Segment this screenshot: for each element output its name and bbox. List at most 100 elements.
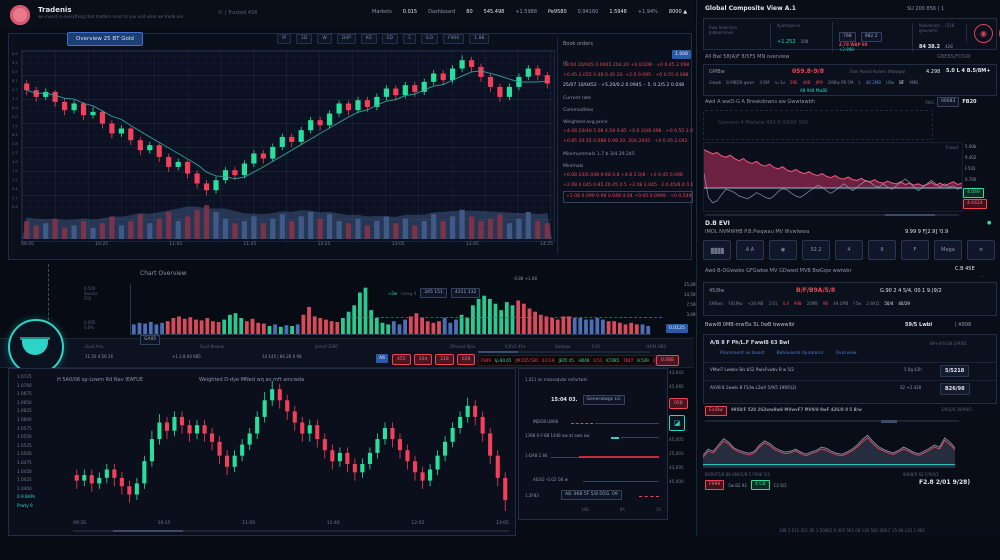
watch-card-links: Placement av boost Behavioral dynamics Ove… bbox=[720, 351, 857, 356]
order-book-row[interactable]: +2.08 4.045 0.85 20.45 0.5 +2.08 2.045 ·… bbox=[563, 183, 693, 188]
metric-row-5-chip[interactable]: A8. 968 5F 5/8 D5G. 09 bbox=[561, 490, 622, 500]
nav-item[interactable]: +1.5988 bbox=[515, 9, 538, 15]
ticker-scrollbar[interactable] bbox=[478, 351, 650, 353]
card-link[interactable]: Behavioral dynamics bbox=[776, 351, 824, 356]
order-book-row[interactable]: Commodities bbox=[563, 108, 594, 113]
toolbar-button[interactable]: D4P bbox=[336, 34, 356, 44]
quote-symbol[interactable]: GMBw bbox=[709, 69, 725, 75]
nav-item[interactable]: 1.5948 bbox=[609, 9, 627, 15]
alert-badge[interactable]: 028 bbox=[456, 354, 476, 365]
nav-item[interactable]: Markets bbox=[372, 9, 392, 15]
section-c-dots[interactable]: ⋯ bbox=[979, 274, 984, 280]
legend-chip-1[interactable]: 345 151 bbox=[420, 288, 447, 298]
watch-item-1-badge[interactable]: 5/5218 bbox=[940, 365, 970, 377]
card3-box2[interactable]: 982.2 bbox=[860, 32, 882, 42]
quote-token: 4B 2MB bbox=[865, 80, 881, 85]
toolbar-button[interactable]: K0 bbox=[360, 34, 377, 44]
left-tick: 0.005 bbox=[84, 320, 96, 325]
ticker-end-badge[interactable]: 0.088 bbox=[656, 355, 679, 366]
left-tick: Source bbox=[84, 291, 98, 296]
nav-item[interactable]: +1.94% bbox=[637, 9, 658, 15]
nav-item[interactable]: Dashboard bbox=[428, 9, 456, 15]
card-link[interactable]: Overview bbox=[835, 351, 857, 356]
book-filter[interactable]: IP bbox=[563, 61, 568, 67]
main-candlestick-chart bbox=[21, 50, 555, 242]
watch-item-1-label[interactable]: VMwl7 Lwwbv B/s b52 PwlvFvwbv B w 5/2 bbox=[710, 367, 794, 372]
nav-item[interactable]: 8000 ▲ bbox=[668, 9, 688, 15]
strip-blue-badge[interactable]: A6 bbox=[376, 354, 388, 363]
watch-card-title: A/B 8 F Ph/L.F Fwwl8 63 Bwl bbox=[710, 340, 790, 346]
card-link[interactable]: Placement av boost bbox=[720, 351, 765, 356]
strip-chip[interactable]: GA95 bbox=[140, 335, 161, 345]
panel-tool-button[interactable]: ≡ bbox=[967, 240, 995, 260]
panel-tool-button[interactable]: A A bbox=[736, 240, 764, 260]
chart-scrollbar[interactable] bbox=[73, 530, 509, 532]
stats-strip: GA95 Gust Arlu Gust Newak Jamal CE80 Dfmacd… bbox=[0, 319, 694, 375]
order-book-row[interactable]: Weighted avg price bbox=[563, 120, 608, 125]
nav-item[interactable]: 0.94160 bbox=[577, 9, 599, 15]
ticker-item: 43 0.8 bbox=[541, 358, 555, 363]
panel-tool-button[interactable]: 9 bbox=[868, 240, 896, 260]
order-book-row[interactable]: Current rate bbox=[563, 96, 592, 101]
nav-item[interactable]: Pe9580 bbox=[548, 9, 567, 15]
support-icon[interactable]: ◉ bbox=[974, 24, 993, 43]
breakdown-chip[interactable]: 00083 bbox=[937, 97, 960, 107]
book-badge[interactable]: 1.008 bbox=[672, 50, 691, 59]
panel-tool-button[interactable]: Mega bbox=[934, 240, 962, 260]
order-book-row[interactable]: 25/07 10/0452 · +5.20/0.2 0.0945 ·· 5. 0… bbox=[563, 83, 685, 88]
stat-label: Gust Newak bbox=[200, 344, 225, 349]
side-value: 45,005 bbox=[669, 437, 684, 442]
range-slider[interactable] bbox=[705, 420, 959, 423]
order-book-row[interactable]: +0.85 20.55 0.088 0.98 20. 204.2045 · +0… bbox=[563, 139, 688, 144]
panel-tool-button[interactable]: F bbox=[901, 240, 929, 260]
alert-badge[interactable]: 104 bbox=[413, 354, 433, 365]
chart-tool-icon[interactable]: ◪ bbox=[669, 415, 685, 431]
toolbar-button[interactable]: 1 bbox=[403, 34, 416, 44]
metrics-center-chip[interactable]: Generalwgs LG bbox=[582, 395, 625, 405]
exchange-chip[interactable]: Ex/Bw bbox=[705, 406, 727, 416]
toolbar-button[interactable]: F900 bbox=[443, 34, 465, 44]
legend-chip-2[interactable]: 4311 132 bbox=[450, 288, 481, 298]
panel-tool-button[interactable]: ◉ bbox=[769, 240, 797, 260]
watch-item-2-label[interactable]: AVVB 8 1wwlv B F5/lw L2wV 5/9/5 199/5(2) bbox=[710, 385, 797, 390]
panel-tool-button[interactable]: ▮▮▮▮ bbox=[703, 240, 731, 260]
watch-item-2-badge[interactable]: B26/98 bbox=[940, 383, 970, 395]
toolbar-button[interactable]: IP bbox=[277, 34, 292, 44]
trusted-label: © | Trusted 456 bbox=[218, 10, 258, 16]
area-canvas bbox=[704, 143, 962, 211]
alert-badge[interactable]: 455 bbox=[392, 354, 411, 365]
order-book-row[interactable]: +0.45 2.055 0.48 0.45 20. +2.0 0.095 · +… bbox=[563, 73, 689, 78]
buy-badge[interactable]: 4 G8 bbox=[750, 480, 770, 490]
brand-logo-icon[interactable] bbox=[10, 5, 30, 25]
toolbar-button[interactable]: 1D bbox=[296, 34, 313, 44]
order-book-row[interactable]: +4.08 20/48 5.08 4.58 9.85 +0.0 20/8.098… bbox=[563, 129, 693, 134]
panel-tool-button[interactable]: 32.2 bbox=[802, 240, 830, 260]
mid-left-labels: 0.500 Source F02 bbox=[84, 286, 124, 301]
order-book-row[interactable]: 08:04 20/045 0.0045 204.20 +0.0/208 · +0… bbox=[563, 63, 690, 68]
toolbar-button[interactable]: ED bbox=[381, 34, 399, 44]
nav-item[interactable]: 0.015 bbox=[402, 9, 418, 15]
nav-item[interactable]: 80 bbox=[466, 9, 473, 15]
toolbar-button[interactable]: ILO bbox=[420, 34, 439, 44]
side-alert-badge[interactable]: 058 bbox=[669, 398, 688, 409]
sell-badge[interactable]: F998 bbox=[705, 480, 725, 490]
side-value-column: 43,043 45,085 058 ◪ 45,005 25,003 43,005 45,… bbox=[669, 370, 693, 493]
quote2-symbol[interactable]: 45/8w bbox=[709, 288, 725, 294]
chart-mode-button[interactable]: Overview 25 BT Gold bbox=[67, 32, 143, 46]
card3-box1[interactable]: 798 bbox=[839, 32, 856, 42]
platform-logo[interactable] bbox=[8, 319, 64, 375]
toolbar-button[interactable]: W bbox=[317, 34, 332, 44]
order-book-row[interactable]: Minimals bbox=[563, 164, 584, 169]
notes-input[interactable]: Gwwwm 4 Mwlwlw 982.9 IUEAP 900 bbox=[703, 110, 933, 140]
toolbar-button[interactable]: 1.88 bbox=[469, 34, 490, 44]
order-book-row[interactable]: Minimummals 1.7 b 3/4.29.245 bbox=[563, 152, 635, 157]
order-book-row[interactable]: +0.08 20/0.048 9.08 0.8 +4.8 2.0/8 · +0 … bbox=[563, 173, 683, 178]
nav-item[interactable]: 545.498 bbox=[483, 9, 505, 15]
area-scrollbar[interactable] bbox=[705, 214, 959, 216]
order-book-row[interactable]: +2.08 0.099 0.98 0.048 4.04 +0.05 0.0998… bbox=[563, 191, 693, 203]
overview-row-value: GBEBS/FOSW bbox=[937, 54, 971, 60]
mid-legend: ≈5w mavg 4 345 151 4311 132 bbox=[388, 288, 481, 298]
stat-label: Datwqa bbox=[555, 344, 571, 349]
panel-tool-button[interactable]: 4 bbox=[835, 240, 863, 260]
alert-badge[interactable]: 218 bbox=[435, 354, 454, 365]
